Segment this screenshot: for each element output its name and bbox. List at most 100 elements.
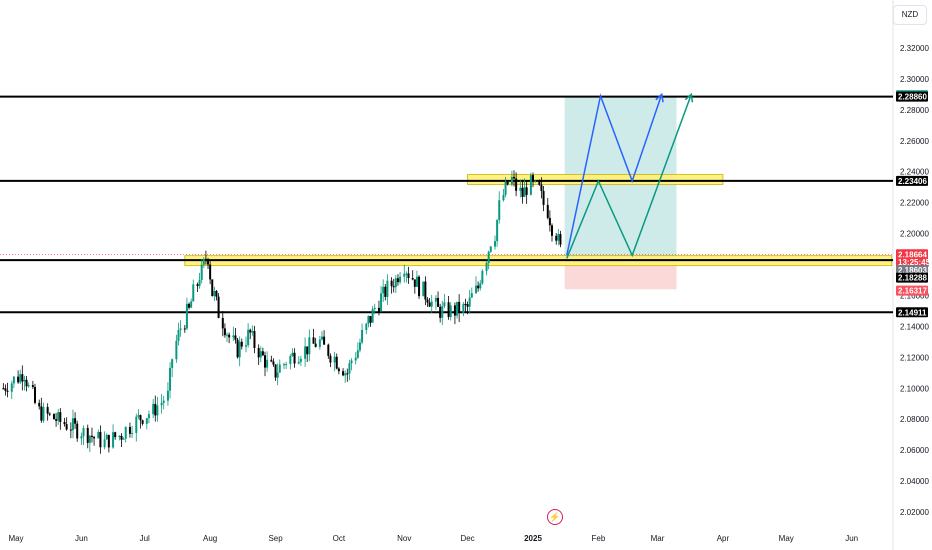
candle-body bbox=[285, 363, 288, 365]
candle-body bbox=[396, 278, 399, 283]
x-tick-label: Jun bbox=[75, 534, 88, 543]
currency-selector[interactable]: NZD bbox=[893, 5, 927, 25]
candle-body bbox=[479, 283, 482, 289]
candle-body bbox=[207, 259, 210, 265]
candle-body bbox=[337, 368, 340, 372]
candle-body bbox=[293, 352, 296, 364]
y-tick-label: 2.20000 bbox=[900, 230, 929, 239]
candle-body bbox=[502, 194, 505, 201]
candle-body bbox=[276, 372, 279, 378]
candle-body bbox=[344, 373, 347, 376]
candle-body bbox=[57, 412, 60, 421]
candle-body bbox=[76, 423, 79, 439]
candle-body bbox=[335, 356, 338, 369]
price-tag-label: 2.14911 bbox=[898, 308, 927, 317]
candle-body bbox=[415, 276, 418, 287]
candle-body bbox=[128, 426, 131, 434]
candle-body bbox=[213, 290, 216, 297]
candle-body bbox=[215, 290, 218, 297]
candle-body bbox=[521, 187, 524, 197]
y-tick-label: 2.14000 bbox=[900, 322, 929, 331]
candle-body bbox=[407, 273, 410, 279]
candle-body bbox=[247, 329, 250, 346]
y-tick-label: 2.32000 bbox=[900, 44, 929, 53]
candle-body bbox=[192, 284, 195, 302]
candle-body bbox=[426, 299, 429, 303]
candle-body bbox=[63, 421, 66, 425]
x-tick-label: Mar bbox=[651, 534, 665, 543]
candle-body bbox=[209, 264, 212, 280]
candle-body bbox=[481, 270, 484, 284]
candle-body bbox=[154, 403, 157, 416]
candle-body bbox=[2, 388, 5, 390]
candle-body bbox=[299, 358, 302, 362]
candle-body bbox=[103, 439, 106, 448]
candle-body bbox=[390, 280, 393, 287]
candle-body bbox=[320, 336, 323, 340]
candle-body bbox=[190, 301, 193, 308]
candle-body bbox=[86, 427, 89, 443]
candle-body bbox=[367, 315, 370, 324]
candle-body bbox=[462, 303, 465, 313]
candle-body bbox=[422, 281, 425, 297]
candle-body bbox=[289, 356, 292, 364]
candle-body bbox=[297, 361, 300, 364]
candle-body bbox=[443, 302, 446, 307]
candle-body bbox=[59, 412, 62, 422]
candle-body bbox=[211, 279, 214, 297]
candle-body bbox=[264, 355, 267, 368]
price-tag-label: 2.28860 bbox=[898, 93, 927, 102]
candle-body bbox=[6, 390, 9, 392]
candle-body bbox=[411, 278, 414, 280]
candle-body bbox=[559, 234, 562, 245]
candle-body bbox=[145, 418, 148, 424]
candle-body bbox=[532, 175, 534, 181]
candle-body bbox=[74, 418, 77, 424]
candle-body bbox=[114, 432, 117, 438]
candle-body bbox=[329, 355, 332, 363]
candle-body bbox=[489, 246, 492, 252]
candle-body bbox=[540, 184, 543, 191]
candle-body bbox=[131, 432, 134, 434]
projection-path-blue-arrowhead bbox=[655, 92, 664, 103]
candle-body bbox=[152, 403, 155, 415]
events-bolt-icon[interactable]: ⚡ bbox=[547, 509, 563, 525]
candle-body bbox=[470, 293, 473, 298]
candle-body bbox=[4, 388, 7, 391]
candle-body bbox=[308, 337, 311, 355]
candle-body bbox=[506, 181, 509, 185]
candle-body bbox=[139, 415, 142, 421]
candle-body bbox=[228, 334, 231, 338]
y-tick-label: 2.30000 bbox=[900, 75, 929, 84]
candle-body bbox=[23, 379, 26, 382]
candle-body bbox=[477, 285, 480, 289]
candle-body bbox=[356, 350, 359, 358]
candle-body bbox=[88, 435, 91, 443]
price-tag bbox=[896, 285, 928, 296]
candle-body bbox=[519, 187, 522, 191]
y-tick-label: 2.24000 bbox=[900, 168, 929, 177]
candle-body bbox=[175, 340, 178, 360]
candle-body bbox=[160, 402, 163, 406]
candle-body bbox=[496, 219, 499, 242]
candle-body bbox=[31, 385, 34, 387]
candle-body bbox=[487, 251, 490, 263]
candle-body bbox=[365, 323, 368, 330]
x-tick-label: Sep bbox=[268, 534, 283, 543]
y-tick-label: 2.04000 bbox=[900, 477, 929, 486]
candle-body bbox=[261, 351, 264, 356]
candle-body bbox=[323, 336, 326, 345]
candle-body bbox=[380, 293, 383, 312]
candle-body bbox=[430, 301, 433, 307]
candle-body bbox=[232, 335, 235, 338]
price-tag-label: 2.18603 bbox=[898, 266, 927, 275]
price-tag bbox=[896, 91, 928, 102]
candle-body bbox=[48, 413, 51, 415]
candle-body bbox=[361, 329, 364, 343]
candle-body bbox=[141, 420, 144, 424]
price-tag bbox=[896, 264, 928, 275]
candle-body bbox=[318, 339, 321, 347]
candle-body bbox=[382, 286, 385, 294]
candle-body bbox=[513, 176, 516, 179]
